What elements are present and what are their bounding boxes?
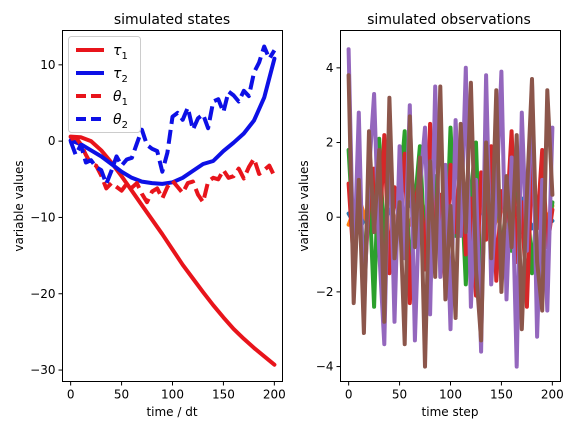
states-xlabel: time / dt	[146, 405, 197, 419]
observations-series-line-6	[346, 73, 555, 369]
observations-axes-frame	[340, 30, 561, 382]
observations-xlabel: time step	[422, 405, 479, 419]
observations-xtick-label: 150	[490, 388, 513, 402]
observations-plot: 0 50 100 150 200 −4 −2 0 2 4	[316, 47, 564, 402]
states-ytick-label: −10	[30, 210, 55, 224]
states-xtick-label: 200	[263, 388, 286, 402]
states-axes-frame	[62, 30, 283, 382]
observations-lines	[346, 47, 555, 369]
states-ytick-label: −20	[30, 287, 55, 301]
states-plot: 0 50 100 150 200 −30 −20 −10 0 10	[30, 44, 286, 402]
observations-ytick-label: 2	[326, 136, 334, 150]
states-xtick-label: 150	[212, 388, 235, 402]
states-xtick-label: 50	[114, 388, 129, 402]
observations-ytick-label: 4	[326, 61, 334, 75]
observations-panel: simulated observations 0 50 100 150 200−4−20…	[297, 12, 564, 419]
observations-ytick-label: −4	[316, 360, 334, 374]
observations-ytick-label: 0	[326, 210, 334, 224]
states-series-line-1	[68, 134, 277, 367]
observations-xtick-label: 200	[541, 388, 564, 402]
states-xtick-label: 0	[67, 388, 75, 402]
legend-box	[68, 36, 141, 133]
states-panel: simulated states 0 50 100 150 200 −30 −20 −10 0 1…	[12, 12, 286, 419]
states-xtick-label: 100	[161, 388, 184, 402]
observations-ylabel: variable values	[297, 160, 311, 251]
states-series-line-4	[68, 44, 277, 186]
observations-xtick-label: 100	[439, 388, 462, 402]
states-series-line-3	[69, 135, 277, 205]
states-ytick-label: −30	[30, 363, 55, 377]
states-ylabel: variable values	[12, 160, 26, 251]
states-ytick-label: 10	[40, 58, 55, 72]
states-ytick-label: 0	[48, 134, 56, 148]
observations-ytick-label: −2	[316, 285, 334, 299]
states-title: simulated states	[114, 12, 230, 28]
observations-xtick-label: 50	[392, 388, 407, 402]
states-lines	[68, 44, 277, 367]
observations-xtick-label: 0	[345, 388, 353, 402]
observations-title: simulated observations	[367, 12, 531, 28]
